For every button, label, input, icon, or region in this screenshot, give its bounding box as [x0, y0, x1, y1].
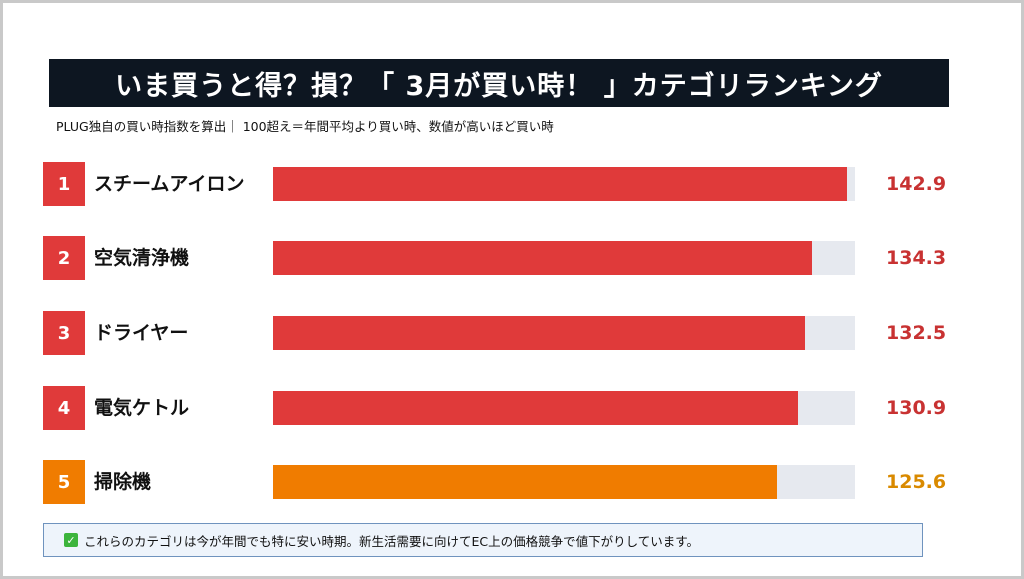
category-label: スチームアイロン — [94, 173, 245, 195]
chart-title: いま買うと得？損？「 3月が買い時！ 」カテゴリランキング — [49, 59, 949, 107]
bar-track — [273, 316, 855, 350]
rank-row: 3 ドライヤー 132.5 — [0, 311, 1024, 355]
chart-subtitle: PLUG独自の買い時指数を算出｜ 100超え＝年間平均より買い時、数値が高いほど… — [56, 119, 554, 134]
value-label: 132.5 — [886, 322, 947, 344]
rank-row: 4 電気ケトル 130.9 — [0, 386, 1024, 430]
rank-number: 1 — [43, 162, 85, 206]
rank-row: 2 空気清浄機 134.3 — [0, 236, 1024, 280]
note-text: これらのカテゴリは今が年間でも特に安い時期。新生活需要に向けてEC上の価格競争で… — [84, 533, 700, 549]
bar-track — [273, 167, 855, 201]
bar — [273, 391, 798, 425]
category-label: 電気ケトル — [94, 397, 190, 419]
note-box: ✓ これらのカテゴリは今が年間でも特に安い時期。新生活需要に向けてEC上の価格競… — [43, 523, 923, 557]
category-label: ドライヤー — [94, 322, 189, 344]
bar-track — [273, 391, 855, 425]
category-label: 掃除機 — [94, 471, 152, 493]
value-label: 125.6 — [886, 471, 947, 493]
rank-number: 4 — [43, 386, 85, 430]
value-label: 142.9 — [886, 173, 947, 195]
bar — [273, 316, 805, 350]
value-label: 130.9 — [886, 397, 947, 419]
bar — [273, 241, 812, 275]
rank-number: 3 — [43, 311, 85, 355]
rank-number: 5 — [43, 460, 85, 504]
value-label: 134.3 — [886, 247, 947, 269]
rank-row: 1 スチームアイロン 142.9 — [0, 162, 1024, 206]
bar — [273, 167, 847, 201]
rank-number: 2 — [43, 236, 85, 280]
rank-row: 5 掃除機 125.6 — [0, 460, 1024, 504]
check-icon: ✓ — [64, 533, 78, 547]
bar — [273, 465, 777, 499]
bar-track — [273, 465, 855, 499]
category-label: 空気清浄機 — [94, 247, 190, 269]
bar-track — [273, 241, 855, 275]
